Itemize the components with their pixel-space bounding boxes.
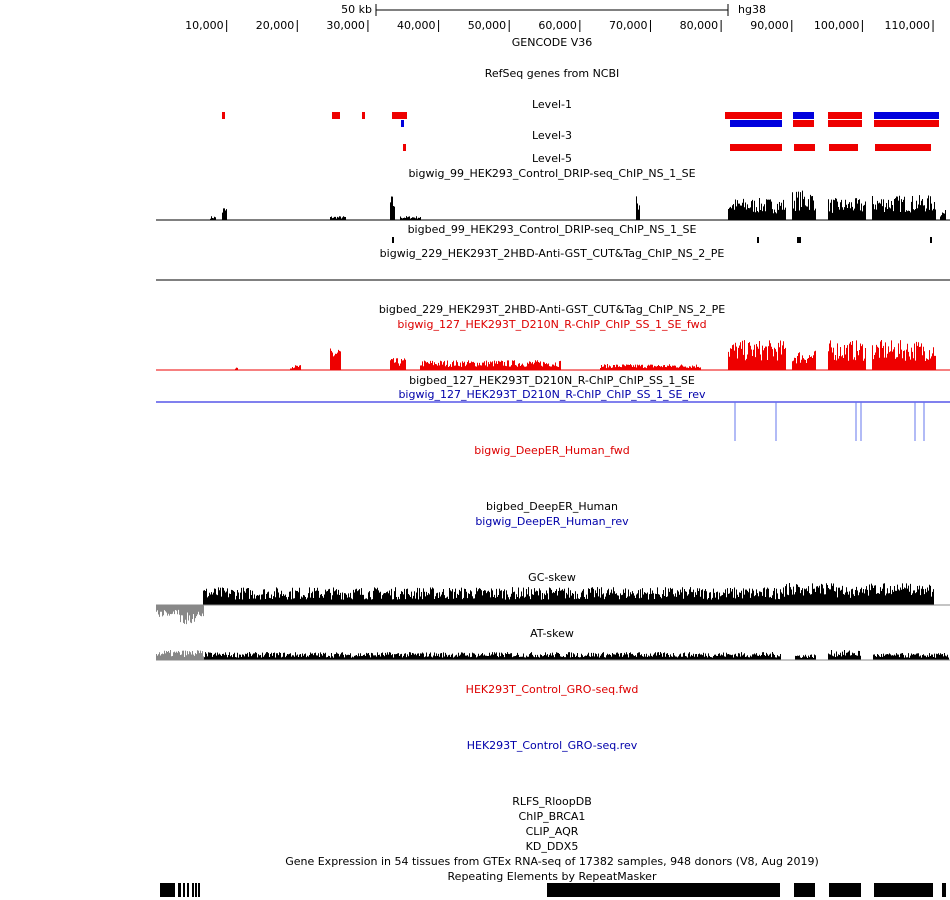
ruler-label: 70,000 [609,19,648,32]
repeat-block [187,883,189,897]
track-label: bigwig_127_HEK293T_D210N_R-ChIP_ChIP_SS_… [398,388,706,401]
track-label: bigwig_99_HEK293_Control_DRIP-seq_ChIP_N… [408,167,695,180]
assembly: hg38 [738,3,766,16]
gene-block [332,112,340,119]
gene-block [730,120,782,127]
scale-label: 50 kb [341,3,372,16]
repeat-block [198,883,200,897]
gene-block [222,112,225,119]
track-label: HEK293T_Control_GRO-seq.fwd [466,683,639,696]
ruler-label: 100,000 [814,19,860,32]
gene-block [793,120,814,127]
track-label: KD_DDX5 [526,840,579,853]
track-label: CLIP_AQR [526,825,579,838]
track-label: bigwig_DeepER_Human_fwd [474,444,629,457]
gene-block [794,144,815,151]
signal [156,583,950,605]
gene-block [730,144,782,151]
ruler-label: 20,000 [256,19,295,32]
signal [156,650,950,660]
ruler-label: 10,000 [185,19,224,32]
track-label: Repeating Elements by RepeatMasker [448,870,657,883]
track-label: GENCODE V36 [512,36,592,49]
track-label: AT-skew [530,627,574,640]
ruler-label: 30,000 [326,19,365,32]
gene-block [874,120,939,127]
gene-block [829,144,858,151]
bed-tick [799,237,801,243]
track-label: GC-skew [528,571,576,584]
track-label: RLFS_RloopDB [512,795,592,808]
track-label: RefSeq genes from NCBI [485,67,620,80]
ruler-label: 60,000 [538,19,577,32]
ruler-label: 110,000 [885,19,931,32]
bed-tick [392,237,394,243]
track-label: bigbed_99_HEK293_Control_DRIP-seq_ChIP_N… [408,223,697,236]
track-label: bigwig_DeepER_Human_rev [475,515,629,528]
repeat-block [178,883,181,897]
repeat-block [195,883,197,897]
signal [156,340,950,370]
gene-block [401,120,404,127]
ruler-label: 80,000 [680,19,719,32]
ruler-label: 50,000 [468,19,507,32]
signal [156,605,950,625]
repeat-block [547,883,780,897]
repeat-block [829,883,861,897]
repeat-block [192,883,194,897]
track-label: ChIP_BRCA1 [519,810,586,823]
gene-block [362,112,365,119]
bed-tick [930,237,932,243]
bed-tick [757,237,759,243]
gene-block [403,144,406,151]
track-label: bigwig_229_HEK293T_2HBD-Anti-GST_CUT&Tag… [380,247,725,260]
gene-block [828,120,862,127]
track-label: Level-1 [532,98,572,111]
ruler-label: 40,000 [397,19,436,32]
track-label: Level-3 [532,129,572,142]
track-label: bigbed_DeepER_Human [486,500,618,513]
gene-block [725,112,782,119]
track-label: Level-5 [532,152,572,165]
repeat-block [794,883,815,897]
repeat-block [160,883,175,897]
gene-block [875,144,931,151]
gene-block [874,112,939,119]
signal [156,190,950,220]
gene-block [392,112,407,119]
track-label: bigbed_229_HEK293T_2HBD-Anti-GST_CUT&Tag… [379,303,725,316]
repeat-block [942,883,946,897]
track-label: bigbed_127_HEK293T_D210N_R-ChIP_ChIP_SS_… [409,374,695,387]
track-label: HEK293T_Control_GRO-seq.rev [467,739,638,752]
track-label: bigwig_127_HEK293T_D210N_R-ChIP_ChIP_SS_… [397,318,706,331]
gene-block [793,112,814,119]
ruler-label: 90,000 [750,19,789,32]
repeat-block [874,883,933,897]
track-label: Gene Expression in 54 tissues from GTEx … [285,855,819,868]
repeat-block [183,883,185,897]
gene-block [828,112,862,119]
